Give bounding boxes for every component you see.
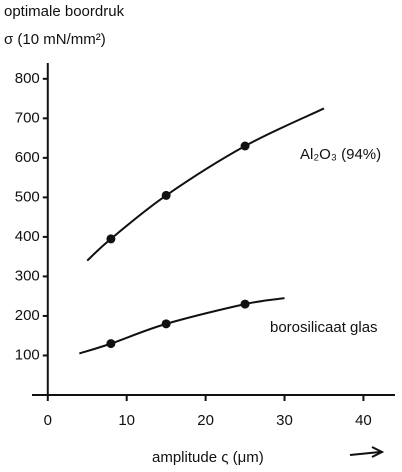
y-tick-label: 200 bbox=[15, 307, 40, 324]
x-tick-label: 40 bbox=[355, 412, 372, 429]
y-axis-label: σ (10 mN/mm²) bbox=[4, 31, 106, 48]
curve bbox=[86, 107, 325, 262]
y-tick-label: 800 bbox=[15, 70, 40, 87]
y-tick-label: 700 bbox=[15, 109, 40, 126]
series-label: borosilicaat glas bbox=[270, 319, 378, 336]
x-axis-label: amplitude ς (μm) bbox=[152, 449, 264, 466]
x-tick-label: 10 bbox=[118, 412, 135, 429]
data-point bbox=[161, 319, 171, 329]
data-point bbox=[240, 299, 250, 309]
x-tick-label: 30 bbox=[276, 412, 293, 429]
data-point bbox=[106, 234, 116, 244]
y-tick-label: 300 bbox=[15, 267, 40, 284]
y-tick-label: 500 bbox=[15, 188, 40, 205]
x-tick-label: 0 bbox=[44, 412, 52, 429]
data-point bbox=[161, 190, 171, 200]
data-point bbox=[106, 339, 116, 349]
y-tick-label: 100 bbox=[15, 346, 40, 363]
data-point bbox=[240, 141, 250, 151]
y-tick-label: 600 bbox=[15, 149, 40, 166]
series-label: Al₂O₃ (94%) bbox=[300, 146, 381, 163]
x-arrow bbox=[349, 446, 385, 458]
x-tick-label: 20 bbox=[197, 412, 214, 429]
y-axis-label: optimale boordruk bbox=[4, 3, 125, 20]
y-tick-label: 400 bbox=[15, 228, 40, 245]
